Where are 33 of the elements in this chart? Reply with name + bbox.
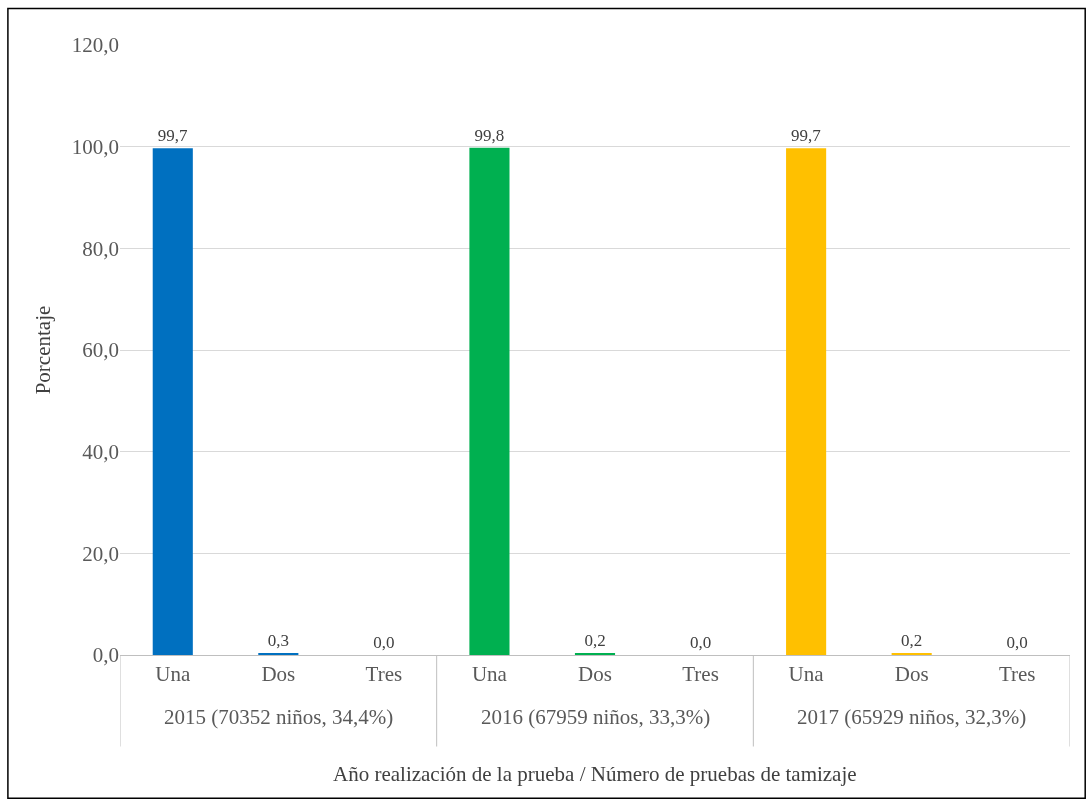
x-tick-label: Una	[155, 662, 191, 687]
x-tick-label: Una	[788, 662, 825, 687]
y-tick-label: 60,0	[82, 338, 119, 363]
x-tick-label: Dos	[578, 662, 612, 687]
x-tick-label: Una	[471, 662, 508, 687]
x-tick-label: Dos	[894, 662, 929, 687]
y-axis-title: Porcentaje	[30, 305, 55, 395]
data-label: 99,7	[157, 126, 188, 146]
y-tick-label: 0,0	[92, 643, 119, 668]
text: 2016 (67959 niños, 33,3%)	[481, 705, 711, 729]
data-label: 0,0	[1006, 633, 1028, 652]
data-label: 0,2	[901, 631, 923, 650]
text: 2015 (70352 niños, 34,4%)	[164, 705, 394, 729]
bar	[786, 148, 827, 655]
data-label: 99,7	[790, 126, 822, 146]
bar	[152, 148, 193, 655]
data-label: 0,3	[267, 631, 289, 650]
data-label: 0,0	[373, 633, 395, 652]
x-tick-label: Dos	[261, 662, 296, 687]
x-tick-label: Tres	[365, 662, 403, 687]
x-axis-title: Año realización de la prueba / Número de pruebas de tamizaje	[333, 762, 857, 786]
x-tick-label: Tres	[682, 662, 719, 687]
y-tick-label: 80,0	[82, 236, 119, 261]
y-tick-label: 100,0	[71, 135, 119, 160]
data-label: 99,8	[474, 125, 505, 145]
y-tick-label: 120,0	[71, 33, 119, 58]
y-tick-label: 20,0	[82, 541, 119, 566]
data-label: 0,0	[689, 633, 712, 652]
bar	[469, 147, 510, 655]
text: 2017 (65929 niños, 32,3%)	[797, 705, 1027, 729]
x-tick-label: Tres	[998, 662, 1036, 687]
y-tick-label: 40,0	[82, 440, 119, 465]
data-label: 0,2	[584, 631, 606, 650]
